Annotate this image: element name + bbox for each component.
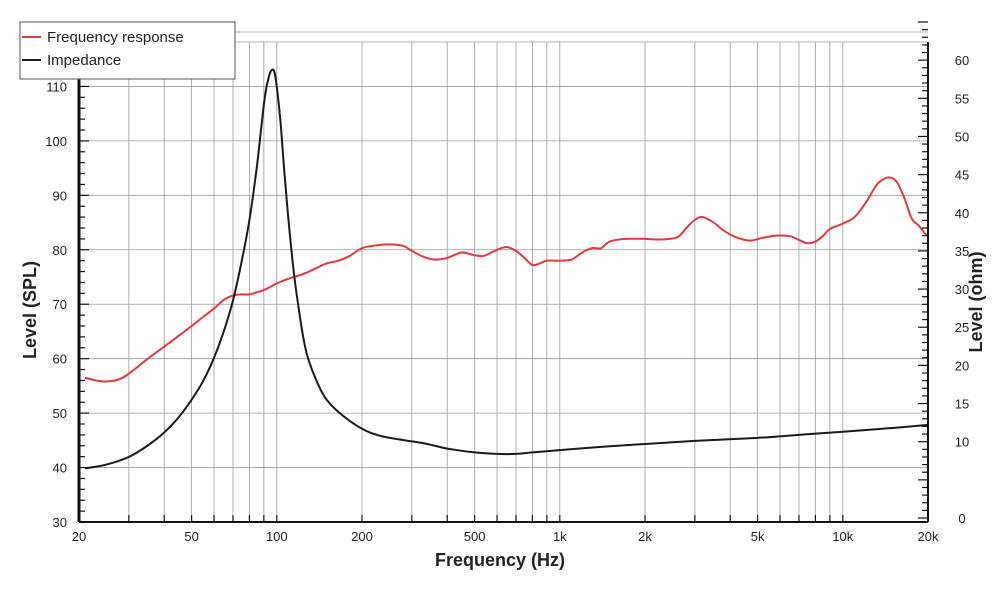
axes: [77, 21, 929, 523]
legend-box: [19, 21, 236, 80]
x-tick-label: 1k: [553, 529, 567, 544]
y2-tick-label: 40: [955, 206, 969, 221]
x-tick-label: 50: [184, 529, 198, 544]
y-tick-label: 110: [46, 79, 67, 94]
legend-label-frequency-response: Frequency response: [47, 29, 184, 46]
y-tick-label: 70: [53, 297, 67, 312]
y-tick-label: 60: [53, 352, 67, 367]
y-tick-label: 90: [53, 188, 67, 203]
x-tick-label: 10k: [832, 529, 853, 544]
impedance-line: [84, 68, 929, 470]
x-tick-label: 20: [72, 529, 86, 544]
x-tick-label: 20k: [918, 529, 939, 544]
y-tick-label: 50: [53, 406, 67, 421]
y2-tick-label: 35: [955, 244, 969, 259]
x-tick-label: 5k: [751, 529, 765, 544]
y-tick-label: 80: [53, 243, 67, 258]
y-tick-label: 30: [53, 515, 67, 530]
y-tick-label: 40: [53, 461, 67, 476]
legend-label-impedance: Impedance: [47, 52, 121, 69]
y2-tick-label: 0: [958, 511, 965, 526]
y2-axis-title: Level (ohm): [966, 251, 986, 352]
y2-tick-label: 25: [955, 320, 969, 335]
y2-tick-label: 20: [955, 358, 969, 373]
y2-tick-label: 15: [955, 397, 969, 412]
legend: Frequency response Impedance: [19, 21, 236, 80]
y2-tick-label: 45: [955, 168, 969, 183]
x-tick-label: 200: [351, 529, 373, 544]
y2-tick-label: 10: [955, 435, 969, 450]
y2-tick-label: 30: [955, 282, 969, 297]
y2-tick-label: 60: [955, 53, 969, 68]
y2-tick-label: 55: [955, 91, 969, 106]
tick-labels: 20 50 100 200 500 1k 2k 5k 10k 20k304050607080901…: [45, 25, 969, 544]
x-tick-label: 2k: [638, 529, 652, 544]
grid: [78, 31, 929, 523]
x-tick-label: 100: [266, 529, 288, 544]
y2-tick-label: 50: [955, 129, 969, 144]
frequency-response-line: [84, 176, 929, 383]
series-layer: [84, 68, 929, 470]
x-tick-label: 500: [464, 529, 486, 544]
y-axis-title: Level (SPL): [20, 261, 40, 359]
y-tick-label: 100: [45, 134, 67, 149]
x-axis-title: Frequency (Hz): [435, 550, 565, 570]
